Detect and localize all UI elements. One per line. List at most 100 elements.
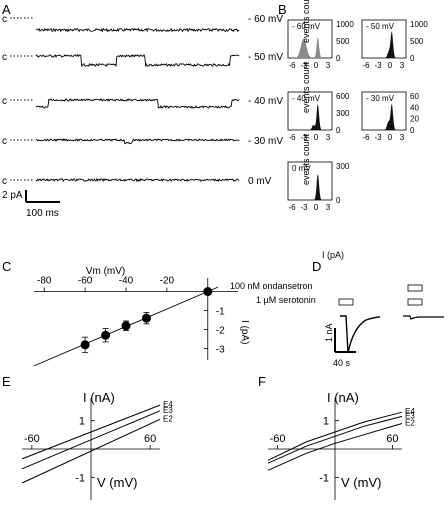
histogram-ytick: 500 bbox=[410, 37, 424, 46]
histogram-ytick: 500 bbox=[336, 37, 350, 46]
trace-voltage-label: - 50 mV bbox=[248, 52, 283, 63]
data-point bbox=[121, 321, 131, 331]
scale-bar-a: 2 pA 100 ms bbox=[2, 190, 60, 219]
histogram-xtick: -3 bbox=[300, 203, 308, 212]
histogram-xtick: -6 bbox=[288, 203, 296, 212]
closed-label: c bbox=[2, 176, 7, 187]
histogram: - 60 mV 1000 500 0 -6 -3 0 3 bbox=[287, 19, 354, 70]
histogram-frame bbox=[287, 161, 333, 201]
y-tick-label: -1 bbox=[319, 472, 329, 484]
panel-letter-d: D bbox=[312, 259, 321, 274]
panel-letter-c: C bbox=[2, 259, 11, 274]
histogram-ytick: 0 bbox=[336, 126, 341, 135]
panel-letter-a: A bbox=[2, 2, 11, 17]
histogram-ytick: 1000 bbox=[410, 20, 428, 29]
panel-letter-f: F bbox=[258, 374, 266, 389]
iv-scatter-chart: Vm (mV) -80 -60 -40 -20 -1 -2 -3 I (pA) bbox=[33, 266, 250, 367]
histogram-label: - 60 mV bbox=[292, 22, 321, 31]
histogram-xtick: -3 bbox=[374, 61, 382, 70]
scale-time-d: 40 s bbox=[333, 358, 351, 368]
histogram-xtick: 0 bbox=[388, 133, 393, 142]
x-axis-label: V (mV) bbox=[97, 475, 137, 490]
histogram-ytick: 0 bbox=[336, 54, 341, 63]
histogram-ytick: 20 bbox=[410, 115, 419, 124]
data-point bbox=[203, 287, 213, 297]
histogram-xlabel: I (pA) bbox=[322, 250, 344, 260]
iv-line bbox=[21, 410, 161, 470]
closed-label: c bbox=[2, 96, 7, 107]
x-axis-label: V (mV) bbox=[341, 475, 381, 490]
x-tick-label: -60 bbox=[78, 276, 93, 287]
iv-line bbox=[267, 411, 403, 461]
histogram-label: - 50 mV bbox=[366, 22, 395, 31]
y-tick-label: -1 bbox=[75, 472, 85, 484]
y-axis-label: I (nA) bbox=[327, 390, 359, 405]
histogram-frame bbox=[361, 19, 407, 59]
x-tick-label: -80 bbox=[37, 276, 52, 287]
serotonin-bar-1 bbox=[338, 298, 354, 306]
y-tick-label: 1 bbox=[323, 416, 329, 428]
series-label: E3 bbox=[405, 411, 415, 420]
channel-trace bbox=[35, 98, 240, 109]
events-count-label-3: events count bbox=[301, 133, 311, 185]
data-point bbox=[141, 313, 151, 323]
scale-time-a: 100 ms bbox=[26, 208, 59, 219]
histogram-ytick: 40 bbox=[410, 103, 419, 112]
x-tick-label: -40 bbox=[119, 276, 134, 287]
y-tick-label: 1 bbox=[79, 416, 85, 428]
series-label: E4 bbox=[163, 400, 173, 409]
y-tick-label: -1 bbox=[216, 307, 225, 318]
histogram-xtick: -3 bbox=[300, 133, 308, 142]
x-axis-label: Vm (mV) bbox=[86, 266, 125, 277]
single-channel-traces: c - 60 mV c - 50 mV c - 40 mV c - 30 mV c 0 mV bbox=[2, 14, 283, 187]
x-tick-label: -60 bbox=[270, 433, 286, 445]
scale-current-a: 2 pA bbox=[2, 190, 23, 201]
events-count-label-2: events count bbox=[301, 61, 311, 113]
serotonin-bar-2 bbox=[407, 298, 423, 306]
histogram: 0 mV 300 0 -6 -3 0 3 bbox=[287, 161, 350, 212]
x-tick-label: 60 bbox=[386, 433, 398, 445]
data-point bbox=[80, 340, 90, 350]
serotonin-label: 1 µM serotonin bbox=[256, 295, 316, 305]
trace-voltage-label: 0 mV bbox=[248, 176, 272, 187]
series-label: E2 bbox=[405, 419, 415, 428]
serotonin-current-trace bbox=[340, 315, 381, 354]
histogram: - 50 mV 1000 500 0 -6 -3 0 3 bbox=[361, 19, 428, 70]
y-axis-label: I (nA) bbox=[83, 390, 115, 405]
histogram-xtick: -6 bbox=[288, 133, 296, 142]
series-label: E2 bbox=[163, 414, 173, 423]
channel-trace bbox=[35, 177, 240, 183]
iv-line bbox=[267, 423, 403, 471]
series-label: E4 bbox=[405, 407, 415, 416]
closed-label: c bbox=[2, 136, 7, 147]
histogram-xtick: 3 bbox=[400, 61, 405, 70]
histogram-ytick: 1000 bbox=[336, 20, 354, 29]
scale-current-d: 1 nA bbox=[324, 323, 334, 342]
histogram-ytick: 0 bbox=[410, 126, 415, 135]
histogram-frame bbox=[287, 91, 333, 131]
histogram-xtick: -6 bbox=[362, 61, 370, 70]
histogram-label: - 40 mV bbox=[292, 94, 321, 103]
histogram-xtick: -6 bbox=[288, 61, 296, 70]
trace-voltage-label: - 30 mV bbox=[248, 136, 283, 147]
histogram-ytick: 600 bbox=[336, 92, 350, 101]
y-tick-label: -3 bbox=[216, 345, 225, 356]
x-tick-label: 60 bbox=[144, 433, 156, 445]
ondansetron-bar bbox=[407, 284, 423, 292]
iv-line bbox=[267, 415, 403, 464]
histogram-xtick: 0 bbox=[314, 203, 319, 212]
x-tick-label: -60 bbox=[24, 433, 40, 445]
closed-label: c bbox=[2, 14, 7, 25]
histogram-ytick: 0 bbox=[336, 196, 341, 205]
y-axis-label: I (pA) bbox=[239, 320, 250, 344]
histogram-xtick: 3 bbox=[400, 133, 405, 142]
histogram-xtick: 0 bbox=[388, 61, 393, 70]
histogram-frame bbox=[361, 91, 407, 131]
iv-line bbox=[21, 418, 161, 484]
histogram-xtick: 3 bbox=[326, 133, 331, 142]
histogram-xtick: 3 bbox=[326, 203, 331, 212]
